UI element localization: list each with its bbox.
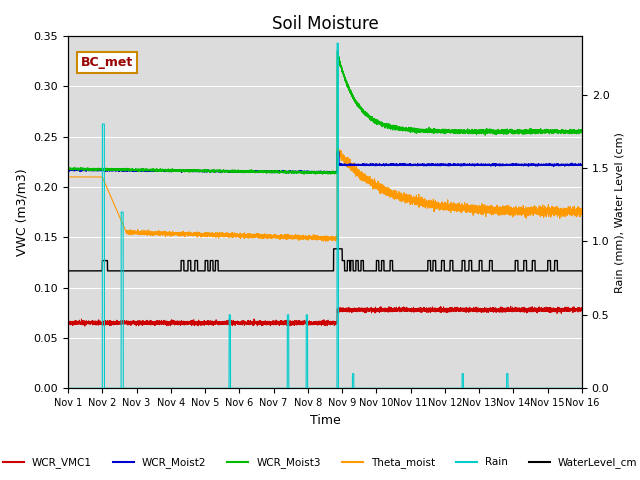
Title: Soil Moisture: Soil Moisture <box>271 15 378 33</box>
Y-axis label: VWC (m3/m3): VWC (m3/m3) <box>15 168 28 256</box>
X-axis label: Time: Time <box>310 414 340 427</box>
Y-axis label: Rain (mm), Water Level (cm): Rain (mm), Water Level (cm) <box>615 132 625 293</box>
Legend: WCR_VMC1, WCR_Moist2, WCR_Moist3, Theta_moist, Rain, WaterLevel_cm: WCR_VMC1, WCR_Moist2, WCR_Moist3, Theta_… <box>0 453 640 472</box>
Text: BC_met: BC_met <box>81 56 133 69</box>
